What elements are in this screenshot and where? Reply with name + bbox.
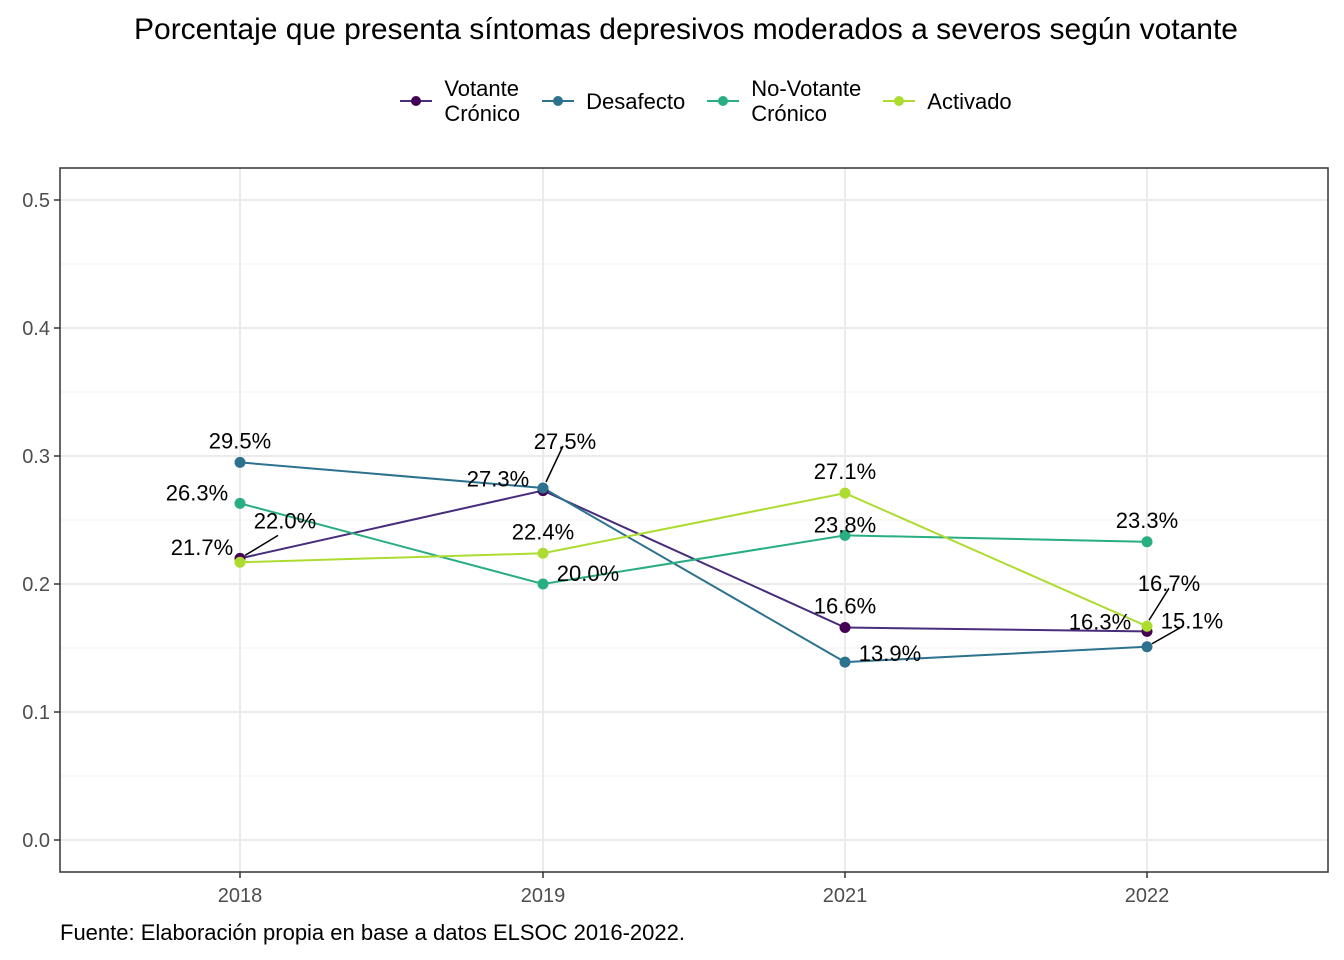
legend-key: [538, 81, 578, 121]
label-leader-line: [1148, 587, 1170, 621]
label-leader-line: [545, 445, 564, 483]
data-point: [839, 529, 851, 541]
chart-title: Porcentaje que presenta síntomas depresi…: [134, 13, 1238, 46]
data-point: [537, 578, 549, 590]
data-label: 29.5%: [209, 428, 271, 453]
data-point: [1141, 536, 1153, 548]
legend-label: Votante Crónico: [444, 76, 521, 126]
data-point: [839, 622, 851, 634]
data-label: 13.9%: [859, 641, 921, 666]
data-label: 27.1%: [814, 459, 876, 484]
data-label: 16.7%: [1138, 571, 1200, 596]
data-point: [537, 482, 549, 494]
label-leader-line: [244, 534, 279, 557]
label-leader-line: [1151, 626, 1183, 645]
y-tick-label: 0.3: [22, 446, 50, 468]
data-point: [1141, 641, 1153, 653]
series-line: [239, 502, 1148, 586]
x-tick-label: 2018: [218, 885, 263, 907]
chart-legend: Votante Crónico Desafecto No-Votante Cróni…: [0, 76, 1344, 126]
legend-key-dot: [718, 96, 729, 106]
data-label: 22.0%: [254, 508, 316, 533]
series-line: [239, 461, 1148, 664]
legend-item: Votante Crónico: [396, 76, 520, 126]
legend-item: Activado: [879, 81, 1012, 121]
x-tick-label: 2019: [521, 885, 566, 907]
legend-key: [703, 81, 743, 121]
y-tick-label: 0.0: [22, 830, 50, 852]
data-label: 16.3%: [1069, 609, 1131, 634]
data-label: 20.0%: [557, 561, 619, 586]
data-point: [234, 456, 246, 468]
legend-label: Desafecto: [586, 88, 686, 114]
legend-label: Activado: [927, 88, 1012, 114]
chart-caption: Fuente: Elaboración propia en base a dat…: [60, 920, 685, 945]
x-tick-label: 2021: [823, 885, 868, 907]
data-label: 27.3%: [467, 467, 529, 492]
data-label: 22.4%: [512, 519, 574, 544]
data-label: 27.5%: [534, 429, 596, 454]
legend-key: [396, 81, 436, 121]
data-label: 15.1%: [1161, 609, 1223, 634]
y-tick-label: 0.5: [22, 190, 50, 212]
data-label: 26.3%: [166, 480, 228, 505]
legend-key-dot: [411, 96, 422, 106]
data-label: 23.8%: [814, 512, 876, 537]
panel-border: [59, 167, 1329, 873]
data-point: [839, 656, 851, 668]
x-tick-label: 2022: [1125, 885, 1170, 907]
data-point: [839, 487, 851, 499]
series-line: [239, 492, 1148, 628]
y-tick-label: 0.1: [22, 702, 50, 724]
data-label: 21.7%: [171, 535, 233, 560]
legend-item: No-Votante Crónico: [703, 76, 861, 126]
data-point: [234, 556, 246, 568]
legend-key-dot: [894, 96, 905, 106]
legend-key: [879, 81, 919, 121]
legend-label: No-Votante Crónico: [751, 76, 862, 126]
y-tick-label: 0.2: [22, 574, 50, 596]
data-point: [1141, 620, 1153, 632]
legend-key-dot: [553, 96, 564, 106]
y-tick-label: 0.4: [22, 318, 50, 340]
data-label: 16.6%: [814, 594, 876, 619]
data-point: [537, 547, 549, 559]
data-label: 23.3%: [1116, 508, 1178, 533]
data-point: [234, 497, 246, 509]
legend-item: Desafecto: [538, 81, 685, 121]
